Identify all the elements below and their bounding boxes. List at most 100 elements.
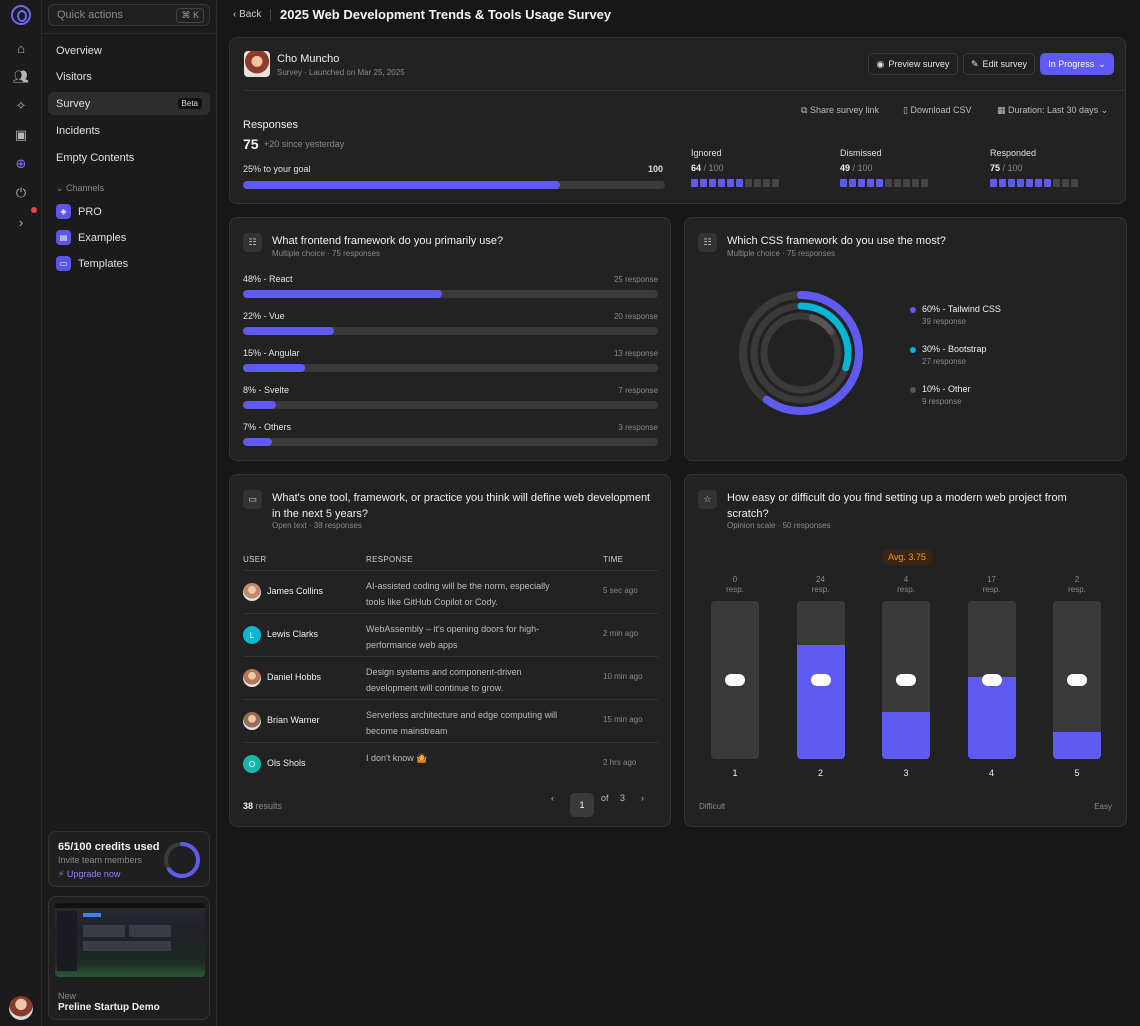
column-header-time[interactable]: TIME (603, 555, 624, 564)
sidebar-item-label: Incidents (56, 125, 101, 137)
scale-bar-fill (882, 711, 930, 759)
table-row[interactable]: O Ols Shols I don't know 🤷 2 hrs ago (243, 742, 658, 785)
legend-item: 30% - Bootstrap 27 response (910, 344, 1001, 366)
upgrade-label: Upgrade now (66, 869, 121, 879)
framework-row: 48% - React 25 response (243, 274, 658, 298)
sidebar-item-survey[interactable]: Survey Beta (48, 92, 210, 115)
download-csv-link[interactable]: ▯ Download CSV (903, 105, 971, 116)
response-time: 2 min ago (603, 629, 639, 638)
quick-actions-label: Quick actions (57, 9, 124, 21)
scale-column: 24 resp. 72% 2 (796, 575, 845, 778)
add-circle-icon[interactable]: ⊕ (15, 156, 27, 171)
quick-actions-input[interactable]: Quick actions ⌘ K (48, 4, 210, 26)
legend-dot (910, 387, 916, 393)
scale-bar-fill (796, 645, 845, 759)
scale-percent-pill: 0% (725, 674, 745, 686)
question-card-opinion-scale: ☆ How easy or difficult do you find sett… (684, 474, 1127, 827)
notification-dot (31, 207, 37, 213)
stat-segments (840, 179, 970, 187)
sidebar-item-incidents[interactable]: Incidents (48, 119, 210, 142)
channel-templates[interactable]: ▭ Templates (56, 256, 128, 271)
table-row[interactable]: James Collins AI-assisted coding will be … (243, 570, 658, 613)
stat-segment (709, 179, 716, 187)
prev-page-button[interactable]: ‹ (551, 793, 554, 803)
page-1-button[interactable]: 1 (570, 793, 594, 817)
stat-segment (999, 179, 1006, 187)
results-number: 38 (243, 801, 254, 811)
scale-bar-fill (967, 676, 1016, 759)
scale-count-unit: resp. (982, 585, 1001, 594)
user-name: Ols Shols (267, 758, 306, 768)
column-header-user[interactable]: USER (243, 555, 267, 564)
scale-bar: 0% (711, 601, 759, 759)
question-subtitle: Opinion scale · 50 responses (727, 521, 831, 530)
goal-label: 25% to your goal (243, 164, 311, 174)
page-title: 2025 Web Development Trends & Tools Usag… (280, 7, 612, 22)
chevron-right-icon[interactable]: › (18, 214, 24, 230)
stat-number: 75 (990, 163, 1001, 173)
users-icon[interactable]: 👥︎ (12, 69, 30, 84)
scale-percent-pill: 17% (1067, 674, 1087, 686)
framework-label: 22% - Vue (243, 311, 285, 321)
user-avatar[interactable] (9, 996, 33, 1020)
channels-toggle[interactable]: ⌄ Channels (56, 183, 104, 194)
sidebar-item-visitors[interactable]: Visitors (48, 65, 210, 88)
home-icon[interactable]: ⌂ (17, 40, 25, 56)
table-row[interactable]: Brian Warner Serverless architecture and … (243, 699, 658, 742)
sidebar-item-overview[interactable]: Overview (48, 39, 210, 62)
sidebar-item-label: Visitors (56, 71, 92, 83)
stat-label: Ignored (691, 148, 722, 158)
scale-label: 5 (1074, 768, 1080, 778)
scale-count-number: 0 (732, 575, 738, 584)
demo-card[interactable]: New Preline Startup Demo (48, 896, 210, 1020)
channel-pro[interactable]: ◈ PRO (56, 204, 102, 219)
stat-segment (921, 179, 928, 187)
contacts-icon[interactable]: ▣ (14, 127, 28, 142)
channel-examples[interactable]: ▤ Examples (56, 230, 126, 245)
plug-icon[interactable]: ⏻ (15, 185, 27, 200)
stat-segment (691, 179, 698, 187)
legend-label: 10% - Other (922, 384, 971, 394)
list-icon: ☷ (243, 233, 262, 252)
logo-icon[interactable] (11, 5, 31, 25)
scale-count: 24 resp. (797, 575, 845, 595)
framework-bar-fill (243, 290, 443, 298)
framework-bar (243, 327, 658, 335)
sparkles-icon[interactable]: ✧ (15, 98, 27, 113)
preview-survey-button[interactable]: ◉ Preview survey (868, 53, 958, 75)
table-row[interactable]: L Lewis Clarks WebAssembly – it's opening … (243, 613, 658, 656)
edit-survey-button[interactable]: ✎ Edit survey (963, 53, 1035, 75)
channel-label: Templates (78, 257, 129, 270)
user-avatar: O (243, 755, 261, 773)
share-survey-link[interactable]: ⧉ Share survey link (801, 105, 879, 116)
stat-segment (700, 179, 707, 187)
sidebar-item-empty-contents[interactable]: Empty Contents (48, 146, 210, 169)
framework-bar-fill (243, 401, 277, 409)
question-title-line: in the next 5 years? (272, 508, 369, 520)
framework-bar (243, 364, 658, 372)
framework-row: 22% - Vue 20 response (243, 311, 658, 335)
table-row[interactable]: Daniel Hobbs Design systems and component… (243, 656, 658, 699)
status-dropdown-button[interactable]: In Progress ⌄ (1040, 53, 1114, 75)
avatar-initial: O (248, 759, 256, 769)
quick-actions-shortcut: ⌘ K (176, 8, 204, 23)
next-page-button[interactable]: › (641, 793, 644, 803)
sidebar-item-label: Empty Contents (56, 152, 135, 164)
stat-number: 49 (840, 163, 851, 173)
stat-segment (745, 179, 752, 187)
scale-count-number: 17 (987, 575, 996, 584)
response-time: 10 min ago (603, 672, 643, 681)
star-icon: ☆ (698, 490, 717, 509)
question-title: What frontend framework do you primarily… (272, 235, 504, 247)
scale-bar: 30% (882, 601, 930, 759)
legend-count: 39 response (922, 317, 967, 326)
stat-value: 75 / 100 (990, 163, 1120, 173)
stat-segment (1035, 179, 1042, 187)
back-button[interactable]: ‹ Back (233, 9, 261, 20)
column-header-response[interactable]: RESPONSE (366, 555, 413, 564)
credits-title: 65/100 credits used (58, 841, 160, 853)
duration-dropdown[interactable]: ▦ Duration: Last 30 days ⌄ (997, 105, 1108, 116)
framework-row: 8% - Svelte 7 response (243, 385, 658, 409)
upgrade-link[interactable]: ⚡︎ Upgrade now (58, 869, 120, 880)
stat-segment (763, 179, 770, 187)
